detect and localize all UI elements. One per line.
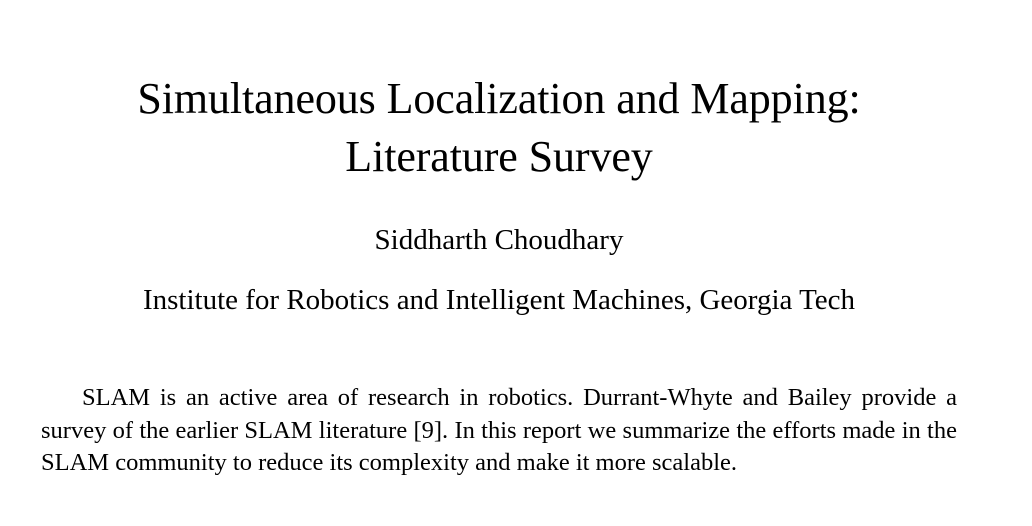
paper-title-line-2: Literature Survey	[345, 132, 653, 181]
paper-author: Siddharth Choudhary	[374, 224, 624, 256]
paper-title: Simultaneous Localization and Mapping: L…	[0, 70, 998, 186]
paper-title-line-1: Simultaneous Localization and Mapping:	[137, 74, 861, 123]
paper-abstract: SLAM is an active area of research in ro…	[41, 384, 957, 476]
paper-affiliation: Institute for Robotics and Intelligent M…	[142, 284, 856, 316]
